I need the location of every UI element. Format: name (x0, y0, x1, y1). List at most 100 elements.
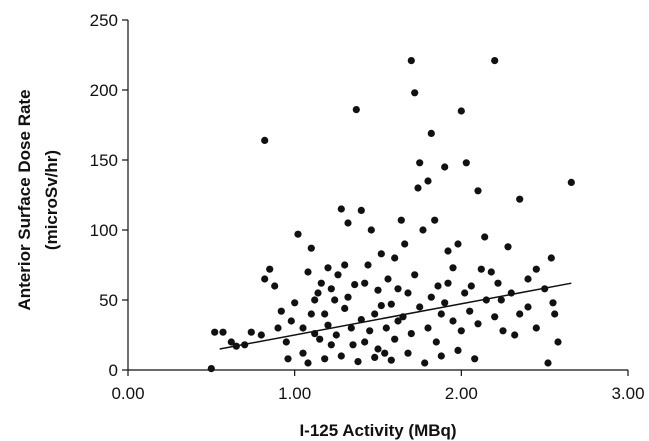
data-point (307, 244, 315, 252)
data-point (324, 321, 332, 329)
data-point (457, 107, 465, 115)
data-point (332, 331, 340, 339)
data-point (374, 345, 382, 353)
data-point (247, 328, 255, 336)
data-point (471, 355, 479, 363)
data-point (407, 330, 415, 338)
x-tick-label: 2.00 (445, 384, 478, 403)
data-point (467, 282, 475, 290)
data-point (271, 282, 279, 290)
x-tick-label: 1.00 (278, 384, 311, 403)
data-point (449, 264, 457, 272)
y-tick-label: 50 (99, 291, 118, 310)
data-point (341, 261, 349, 269)
data-point (549, 299, 557, 307)
data-point (266, 265, 274, 273)
data-point (397, 216, 405, 224)
data-point (377, 302, 385, 310)
data-point (416, 303, 424, 311)
data-point (407, 57, 415, 65)
axes: 0 50 100 150 200 250 0.00 1.00 2.00 3.00 (90, 11, 645, 403)
data-point (544, 359, 552, 367)
data-point (411, 271, 419, 279)
data-point (344, 293, 352, 301)
data-point (387, 300, 395, 308)
data-point (424, 177, 432, 185)
data-point (311, 296, 319, 304)
y-tick-label: 250 (90, 11, 118, 30)
data-point (282, 338, 290, 346)
data-point (211, 328, 219, 336)
trendline-group (219, 282, 572, 350)
data-point (401, 240, 409, 248)
data-point (411, 89, 419, 97)
data-point (354, 358, 362, 366)
data-point (474, 320, 482, 328)
y-axis-title-line2: (microSv/hr) (42, 150, 61, 250)
data-point (499, 327, 507, 335)
data-point (377, 250, 385, 258)
data-point (454, 346, 462, 354)
data-point (391, 254, 399, 262)
data-point (299, 349, 307, 357)
data-point (414, 184, 422, 192)
data-point (384, 275, 392, 283)
data-point (381, 349, 389, 357)
data-point (524, 303, 532, 311)
y-tick-label: 100 (90, 221, 118, 240)
data-point (299, 324, 307, 332)
data-point (261, 136, 269, 144)
data-point (424, 324, 432, 332)
data-point (294, 230, 302, 238)
data-point (434, 282, 442, 290)
data-point (491, 313, 499, 321)
data-point (567, 178, 575, 186)
data-point (491, 57, 499, 65)
data-point (437, 352, 445, 360)
data-point (357, 206, 365, 214)
data-point (382, 324, 390, 332)
data-point (361, 338, 369, 346)
data-point (421, 359, 429, 367)
data-point (391, 335, 399, 343)
data-point (387, 356, 395, 364)
data-point (314, 289, 322, 297)
data-point (427, 293, 435, 301)
data-point (321, 310, 329, 318)
data-point (351, 281, 359, 289)
data-point (474, 187, 482, 195)
data-point (481, 233, 489, 241)
trendline (219, 282, 572, 350)
data-point (497, 296, 505, 304)
data-point (337, 352, 345, 360)
data-point (461, 289, 469, 297)
data-point (524, 275, 532, 283)
data-point (516, 310, 524, 318)
data-point (207, 365, 215, 373)
data-point (554, 338, 562, 346)
y-tick-label: 0 (109, 361, 118, 380)
data-point (432, 338, 440, 346)
data-point (511, 331, 519, 339)
data-point (462, 159, 470, 167)
data-point (457, 327, 465, 335)
data-point (394, 285, 402, 293)
data-point (437, 310, 445, 318)
data-point (487, 268, 495, 276)
x-tick-label: 3.00 (611, 384, 644, 403)
data-point (334, 271, 342, 279)
data-point (277, 307, 285, 315)
data-point (274, 324, 282, 332)
data-point (304, 359, 312, 367)
data-points (207, 57, 575, 373)
data-point (327, 341, 335, 349)
data-point (516, 195, 524, 203)
data-point (307, 310, 315, 318)
data-point (321, 355, 329, 363)
data-point (532, 324, 540, 332)
data-point (327, 285, 335, 293)
y-tick-label: 200 (90, 81, 118, 100)
data-point (444, 279, 452, 287)
data-point (371, 310, 379, 318)
data-point (532, 265, 540, 273)
